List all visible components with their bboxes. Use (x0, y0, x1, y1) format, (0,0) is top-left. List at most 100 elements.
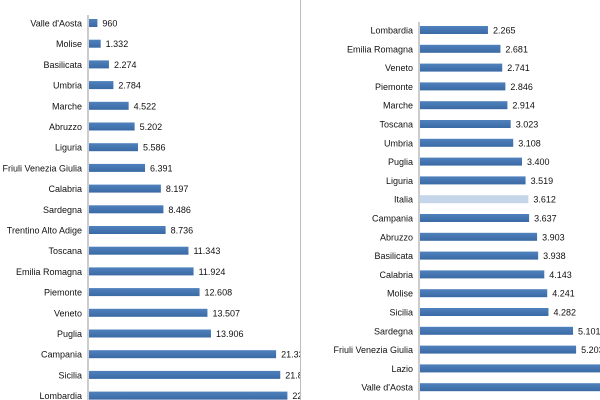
bar (89, 391, 288, 400)
value-label: 22.625 (292, 391, 300, 400)
value-label: 4.282 (553, 308, 576, 318)
left-bar-chart: Valle d'Aosta 960 Molise 1.332 Basilicata 2.2… (2, 15, 300, 400)
category-label: Trentino Alto Adige (7, 226, 82, 236)
left-chart-panel: Valle d'Aosta 960 Molise 1.332 Basilicata 2.2… (2, 15, 300, 400)
value-label: 3.637 (534, 214, 557, 224)
category-label: Abruzzo (49, 122, 82, 132)
value-label: 2.784 (118, 81, 141, 91)
value-label: 2.914 (512, 101, 535, 111)
bar (89, 350, 277, 359)
bar (420, 289, 548, 298)
bar (89, 308, 208, 317)
bar (89, 81, 114, 90)
category-label: Campania (372, 214, 413, 224)
value-label: 1.332 (106, 39, 129, 49)
bar (420, 82, 506, 91)
bar (89, 101, 129, 110)
category-label: Veneto (385, 63, 413, 73)
category-label: Toscana (379, 120, 413, 130)
value-label: 2.265 (493, 26, 516, 36)
value-label: 13.507 (212, 308, 240, 318)
bar (420, 44, 501, 53)
right-bar-chart: Lombardia 2.265 Emilia Romagna 2.681 Veneto 2… (333, 22, 600, 400)
value-label: 3.400 (527, 157, 550, 167)
category-label: Friuli Venezia Giulia (2, 163, 82, 173)
bar (89, 329, 211, 338)
value-label: 5.101 (578, 326, 600, 336)
bar (420, 101, 508, 110)
bar (420, 138, 514, 147)
category-label: Puglia (388, 157, 413, 167)
value-label: 8.486 (168, 205, 191, 215)
bar (89, 143, 138, 152)
value-label: 8.736 (171, 226, 194, 236)
value-label: 3.108 (518, 138, 541, 148)
category-label: Sicilia (58, 370, 82, 380)
category-label: Piemonte (44, 288, 82, 298)
bar (420, 308, 549, 316)
category-label: Campania (41, 350, 82, 360)
bar (420, 176, 526, 185)
category-label: Calabria (379, 270, 413, 280)
value-label: 2.846 (510, 82, 533, 92)
category-label: Valle d'Aosta (30, 19, 82, 29)
bar (420, 364, 600, 373)
value-label: 5.203 (581, 345, 600, 355)
value-label: 3.612 (533, 195, 556, 205)
category-label: Calabria (48, 184, 82, 194)
category-label: Sicilia (389, 308, 413, 318)
value-label: 2.741 (507, 63, 530, 73)
category-label: Veneto (54, 308, 82, 318)
category-label: Sardegna (374, 326, 413, 336)
value-label: 4.241 (552, 289, 575, 299)
category-label: Piemonte (375, 82, 413, 92)
value-label: 3.519 (531, 176, 554, 186)
category-label: Valle d'Aosta (361, 383, 413, 393)
bar (89, 184, 161, 193)
category-label: Liguria (386, 176, 413, 186)
bar (89, 122, 135, 131)
bar (89, 226, 166, 234)
category-label: Abruzzo (380, 232, 413, 242)
category-label: Toscana (48, 246, 82, 256)
category-label: Lombardia (370, 26, 413, 36)
value-label: 4.143 (549, 270, 572, 280)
value-label: 3.938 (543, 251, 566, 261)
bar (89, 205, 164, 214)
bar (89, 370, 281, 379)
category-label: Italia (394, 195, 413, 205)
bar (89, 246, 189, 255)
value-label: 3.023 (516, 120, 539, 130)
value-label: 960 (102, 19, 117, 29)
category-label: Molise (56, 39, 82, 49)
category-label: Basilicata (43, 60, 82, 70)
value-label: 13.906 (216, 329, 244, 339)
value-label: 4.522 (134, 101, 157, 111)
bar (420, 251, 539, 260)
bar (420, 383, 600, 392)
bar (420, 326, 574, 335)
bar (89, 60, 109, 69)
bar (89, 267, 194, 276)
bar (89, 19, 98, 27)
category-label: Marche (383, 101, 413, 111)
category-label: Puglia (57, 329, 82, 339)
value-label: 8.197 (166, 184, 189, 194)
bar (420, 232, 538, 241)
value-label: 11.924 (199, 267, 226, 277)
bar (420, 345, 577, 354)
category-label: Friuli Venezia Giulia (333, 345, 413, 355)
bar (89, 288, 200, 297)
category-label: Lombardia (39, 391, 82, 400)
bar (420, 63, 503, 72)
category-label: Molise (387, 289, 413, 299)
category-label: Sardegna (43, 205, 82, 215)
value-label: 3.903 (542, 232, 565, 242)
category-label: Emilia Romagna (16, 267, 82, 277)
category-label: Basilicata (374, 251, 413, 261)
bar (420, 270, 545, 279)
value-label: 6.391 (150, 163, 173, 173)
value-label: 5.586 (143, 143, 166, 153)
value-label: 2.681 (505, 44, 528, 54)
value-label: 12.608 (205, 288, 233, 298)
